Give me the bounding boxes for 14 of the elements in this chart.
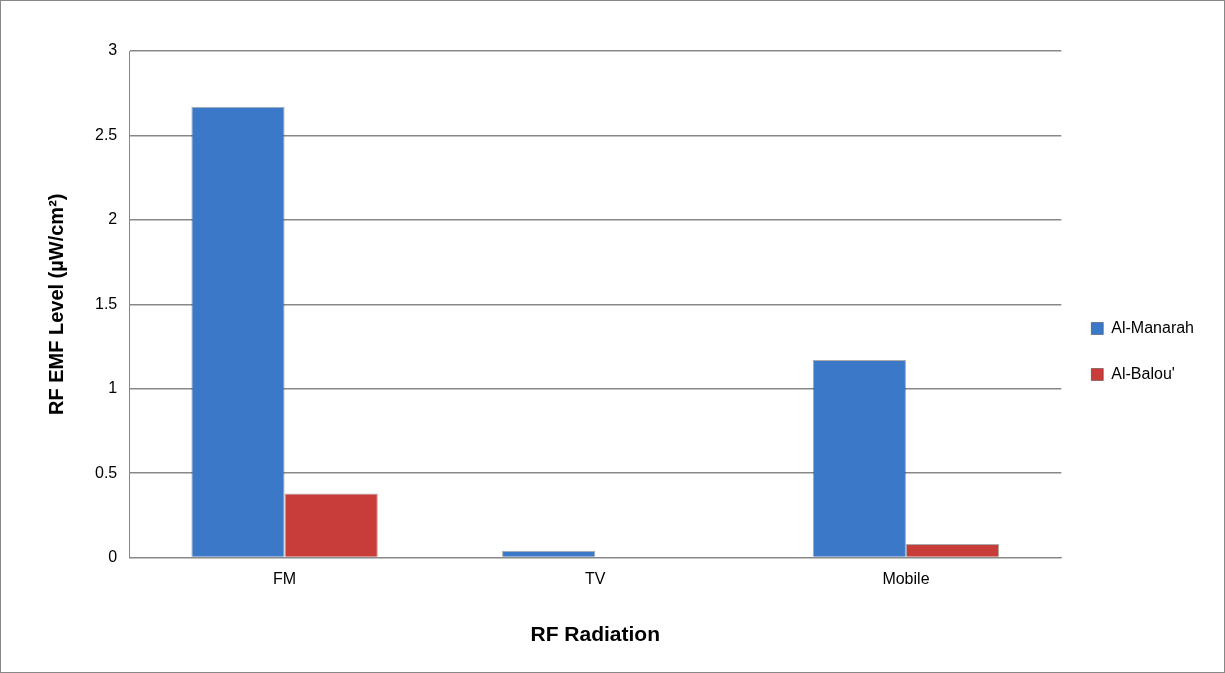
y-tick-label: 2.5 [94, 125, 118, 143]
x-tick-label: FM [273, 569, 297, 587]
y-tick-label: 1.5 [94, 294, 118, 312]
y-axis-title: RF EMF Level (µW/cm²) [44, 193, 67, 416]
y-tick-label: 0 [108, 548, 118, 566]
x-axis-title: RF Radiation [530, 622, 661, 646]
legend-label: Al-Balou' [1111, 364, 1175, 382]
y-tick-label: 1 [108, 379, 118, 397]
y-tick-label: 0.5 [94, 463, 118, 481]
legend-label: Al-Manarah [1111, 318, 1194, 336]
y-tick-label: 3 [108, 41, 118, 59]
x-tick-label: TV [585, 569, 606, 587]
y-tick-label: 2 [108, 210, 118, 228]
x-tick-label: Mobile [882, 569, 930, 587]
